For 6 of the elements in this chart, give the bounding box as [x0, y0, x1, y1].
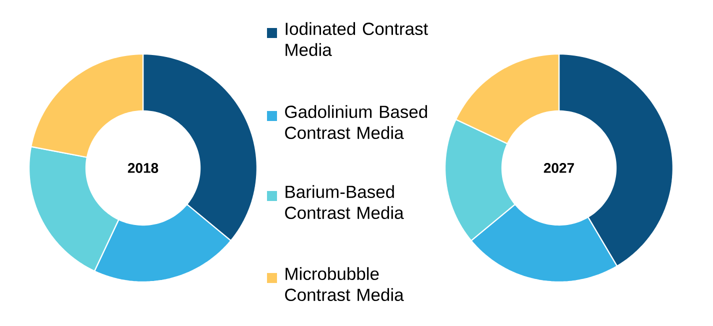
legend-label: Microbubble Contrast Media [285, 267, 404, 302]
text: 2018 [128, 163, 158, 173]
legend-label: Iodinated Contrast Media [286, 22, 428, 56]
legend-label: Barium-Based Contrast Media [285, 185, 404, 220]
legend-label: Gadolinium Based Contrast Media [285, 105, 428, 140]
text: 2027 [544, 163, 574, 173]
